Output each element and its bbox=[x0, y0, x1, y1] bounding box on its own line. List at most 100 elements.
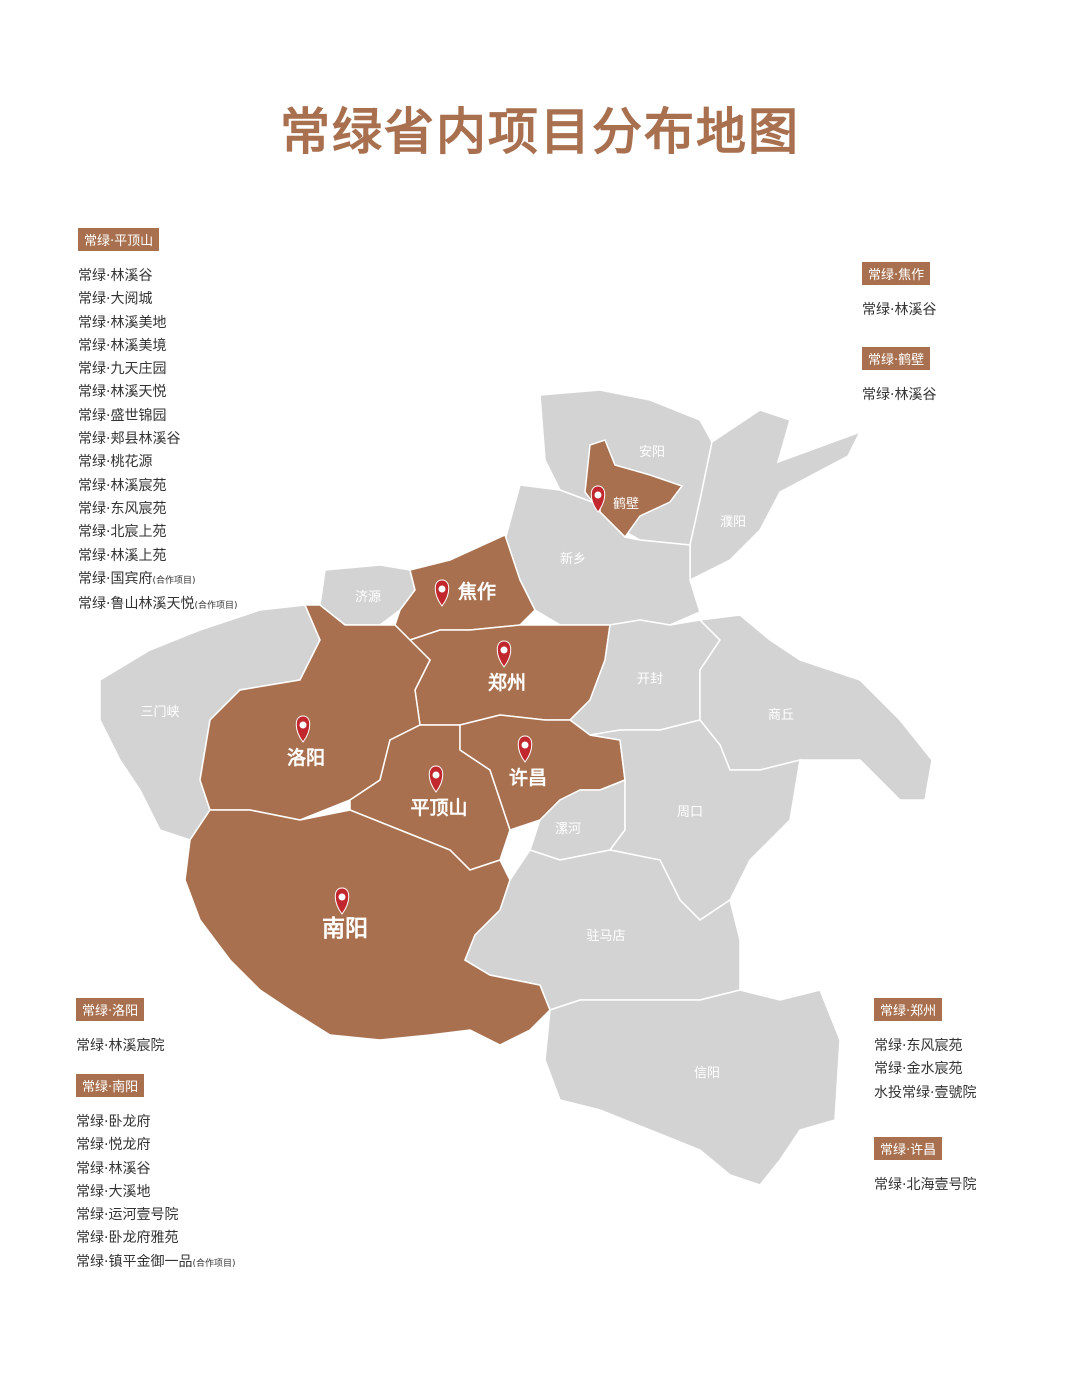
project-item: 常绿·林溪宸苑 bbox=[78, 475, 237, 498]
region-label: 濮阳 bbox=[720, 515, 746, 530]
project-group-xuchang: 常绿·许昌 常绿·北海壹号院 bbox=[874, 1137, 976, 1197]
project-item: 常绿·林溪谷 bbox=[76, 1158, 235, 1181]
project-name: 常绿·郏县林溪谷 bbox=[78, 431, 181, 448]
project-item: 常绿·桃花源 bbox=[78, 451, 237, 474]
project-item: 常绿·卧龙府雅苑 bbox=[76, 1227, 235, 1250]
project-name: 常绿·北宸上苑 bbox=[78, 524, 167, 541]
project-item: 常绿·林溪谷 bbox=[862, 384, 936, 407]
region-label: 焦作 bbox=[457, 580, 496, 603]
project-group-luoyang: 常绿·洛阳 常绿·林溪宸院 bbox=[76, 998, 164, 1058]
city-tag: 常绿·平顶山 bbox=[78, 228, 160, 251]
project-name: 常绿·林溪谷 bbox=[862, 387, 937, 403]
project-name: 常绿·盛世锦园 bbox=[78, 407, 167, 424]
city-tag: 常绿·南阳 bbox=[76, 1074, 145, 1097]
region-label: 商丘 bbox=[768, 708, 794, 723]
project-name: 常绿·林溪谷 bbox=[862, 302, 937, 318]
project-item: 常绿·鲁山林溪天悦(合作项目) bbox=[78, 593, 237, 618]
project-item: 常绿·林溪宸院 bbox=[76, 1035, 164, 1058]
project-name: 常绿·东风宸苑 bbox=[78, 500, 167, 517]
project-item: 常绿·悦龙府 bbox=[76, 1134, 235, 1157]
project-name: 常绿·林溪谷 bbox=[78, 268, 153, 284]
city-tag: 常绿·郑州 bbox=[874, 998, 943, 1021]
project-name: 常绿·悦龙府 bbox=[76, 1137, 151, 1154]
location-pin-icon bbox=[517, 735, 533, 763]
project-name: 常绿·大溪地 bbox=[76, 1183, 151, 1200]
project-item: 水投常绿·壹號院 bbox=[874, 1082, 976, 1105]
region-label: 新乡 bbox=[560, 551, 586, 567]
project-name: 常绿·林溪上苑 bbox=[78, 547, 167, 564]
location-pin-icon bbox=[428, 765, 444, 793]
region-1 bbox=[689, 409, 862, 582]
project-item: 常绿·东风宸苑 bbox=[78, 498, 237, 521]
region-label: 开封 bbox=[637, 672, 663, 687]
region-label: 信阳 bbox=[694, 1066, 720, 1081]
project-note: (合作项目) bbox=[194, 601, 238, 612]
region-label: 三门峡 bbox=[140, 705, 179, 720]
project-name: 常绿·林溪宸院 bbox=[76, 1038, 165, 1054]
project-item: 常绿·林溪谷 bbox=[78, 265, 237, 288]
region-label: 郑州 bbox=[488, 672, 526, 694]
project-name: 常绿·镇平金御一品 bbox=[76, 1253, 193, 1270]
project-item: 常绿·东风宸苑 bbox=[874, 1035, 976, 1058]
project-item: 常绿·北宸上苑 bbox=[78, 521, 237, 544]
project-name: 常绿·北海壹号院 bbox=[874, 1177, 977, 1193]
project-item: 常绿·盛世锦园 bbox=[78, 405, 237, 428]
project-note: (合作项目) bbox=[192, 1258, 236, 1269]
project-name: 常绿·林溪谷 bbox=[76, 1160, 151, 1177]
project-name: 常绿·九天庄园 bbox=[78, 361, 167, 378]
project-group-zhengzhou: 常绿·郑州常绿·东风宸苑 常绿·金水宸苑 水投常绿·壹號院 bbox=[874, 998, 976, 1105]
region-label: 南阳 bbox=[322, 916, 368, 942]
page-title: 常绿省内项目分布地图 bbox=[280, 102, 800, 161]
region-label: 许昌 bbox=[509, 766, 547, 789]
region-label: 鹤壁 bbox=[613, 496, 639, 512]
project-name: 常绿·林溪宸苑 bbox=[78, 477, 167, 494]
project-note: (合作项目) bbox=[152, 575, 196, 586]
project-group-nanyang: 常绿·南阳 常绿·卧龙府 常绿·悦龙府 常绿·林溪谷 常绿·大溪地 常绿·运河壹号院 常绿·… bbox=[76, 1074, 235, 1276]
region-label: 驻马店 bbox=[586, 929, 625, 944]
project-name: 常绿·卧龙府 bbox=[76, 1114, 151, 1130]
location-pin-icon bbox=[295, 715, 311, 743]
location-pin-icon bbox=[590, 485, 606, 513]
project-name: 常绿·林溪天悦 bbox=[78, 384, 167, 401]
project-item: 常绿·林溪美地 bbox=[78, 312, 237, 335]
region-8 bbox=[698, 614, 933, 801]
region-14 bbox=[589, 719, 801, 921]
location-pin-icon bbox=[334, 887, 350, 915]
project-item: 常绿·镇平金御一品(合作项目) bbox=[76, 1251, 235, 1276]
project-name: 常绿·运河壹号院 bbox=[76, 1207, 179, 1224]
project-item: 常绿·北海壹号院 bbox=[874, 1174, 976, 1197]
project-item: 常绿·郏县林溪谷 bbox=[78, 428, 237, 451]
project-name: 常绿·桃花源 bbox=[78, 454, 153, 471]
region-label: 洛阳 bbox=[287, 746, 325, 769]
project-group-jiaozuo: 常绿·焦作常绿·林溪谷 bbox=[862, 262, 936, 322]
project-item: 常绿·九天庄园 bbox=[78, 358, 237, 381]
project-name: 常绿·林溪美地 bbox=[78, 314, 167, 331]
project-item: 常绿·林溪谷 bbox=[862, 299, 936, 322]
region-label: 安阳 bbox=[639, 445, 665, 460]
project-name: 常绿·大阅城 bbox=[78, 291, 153, 308]
region-label: 漯河 bbox=[555, 822, 581, 837]
project-group-pingdingshan: 常绿·平顶山 常绿·林溪谷 常绿·大阅城 常绿·林溪美地 常绿·林溪美境 常绿·九天庄园常… bbox=[78, 228, 237, 618]
city-tag: 常绿·鹤壁 bbox=[862, 347, 931, 370]
project-item: 常绿·金水宸苑 bbox=[874, 1058, 976, 1081]
location-pin-icon bbox=[434, 579, 450, 607]
region-label: 平顶山 bbox=[410, 797, 467, 819]
project-name: 水投常绿·壹號院 bbox=[874, 1084, 977, 1101]
region-label: 周口 bbox=[677, 805, 703, 820]
project-name: 常绿·鲁山林溪天悦 bbox=[78, 596, 195, 613]
project-item: 常绿·国宾府(合作项目) bbox=[78, 568, 237, 593]
project-name: 常绿·林溪美境 bbox=[78, 337, 167, 354]
project-name: 常绿·金水宸苑 bbox=[874, 1061, 963, 1078]
city-tag: 常绿·焦作 bbox=[862, 262, 931, 285]
region-label: 济源 bbox=[355, 590, 381, 605]
project-item: 常绿·运河壹号院 bbox=[76, 1204, 235, 1227]
project-group-hebi: 常绿·鹤壁常绿·林溪谷 bbox=[862, 347, 936, 407]
project-item: 常绿·大阅城 bbox=[78, 288, 237, 311]
project-item: 常绿·林溪天悦 bbox=[78, 381, 237, 404]
project-name: 常绿·东风宸苑 bbox=[874, 1038, 963, 1054]
region-17 bbox=[544, 989, 841, 1186]
project-item: 常绿·大溪地 bbox=[76, 1181, 235, 1204]
location-pin-icon bbox=[496, 640, 512, 668]
project-name: 常绿·卧龙府雅苑 bbox=[76, 1230, 179, 1247]
